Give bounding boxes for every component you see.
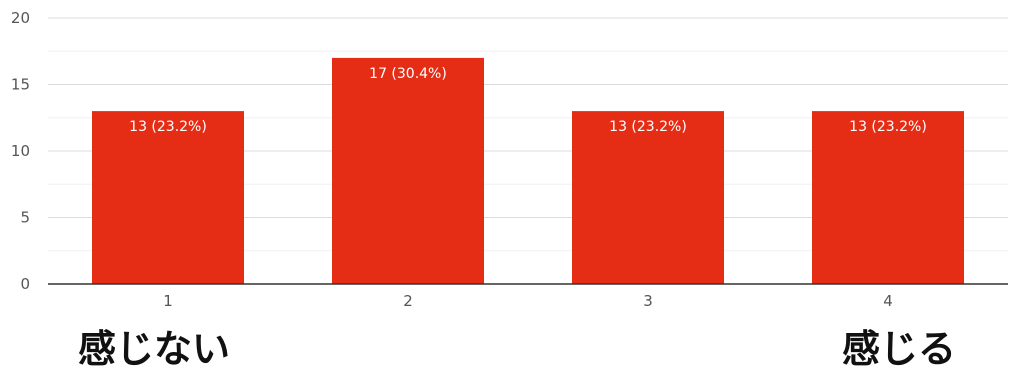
bar-data-label: 17 (30.4%) [369,66,447,82]
x-tick-label: 3 [643,292,653,310]
y-tick-label: 5 [20,209,30,227]
y-tick-label: 0 [20,275,30,293]
bar-data-label: 13 (23.2%) [849,119,927,135]
bar [812,111,964,284]
scale-label-low: 感じない [78,327,231,371]
bar-data-label: 13 (23.2%) [609,119,687,135]
y-tick-label: 20 [11,9,30,27]
bars: 13 (23.2%) 17 (30.4%) 13 (23.2%) 13 (23.2%) [92,57,964,285]
x-tick-label: 1 [163,292,173,310]
scale-label-high: 感じる [842,327,957,371]
y-tick-label: 15 [11,76,30,94]
x-tick-label: 2 [403,292,413,310]
x-axis-ticks: 1 2 3 4 [163,292,893,310]
x-tick-label: 4 [883,292,893,310]
bar [332,57,484,285]
bar [92,111,244,284]
y-tick-label: 10 [11,142,30,160]
bar [572,111,724,284]
y-axis-ticks: 0 5 10 15 20 [11,9,30,293]
bar-data-label: 13 (23.2%) [129,119,207,135]
